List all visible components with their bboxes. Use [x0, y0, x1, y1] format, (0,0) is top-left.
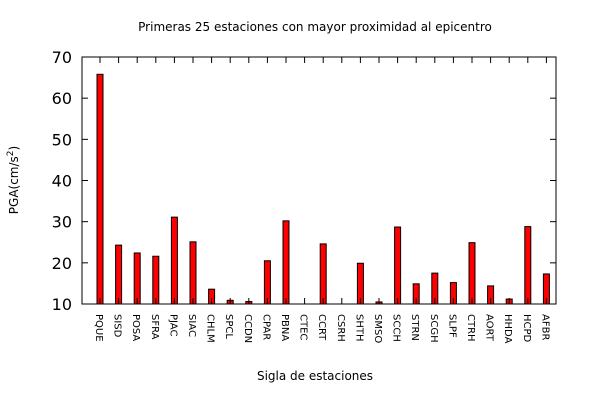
- bars: [96, 73, 550, 305]
- x-tick-label-posa: POSA: [130, 314, 141, 341]
- y-tick-label: 20: [52, 254, 72, 273]
- y-tick-label: 70: [52, 48, 72, 67]
- x-tick-label-aort: AORT: [484, 314, 495, 342]
- x-tick-label-scgh: SCGH: [428, 314, 439, 343]
- bar-hcpd: [524, 226, 532, 305]
- x-axis: PQUE SISD POSA SFRA PJAC SIAC CHLM SPCL CCDN CPAR…: [93, 57, 550, 344]
- x-tick-label-ctrh: CTRH: [465, 314, 476, 342]
- x-tick-label-cpar: CPAR: [260, 314, 271, 340]
- y-tick-label: 60: [52, 89, 72, 108]
- y-tick-label: 10: [52, 295, 72, 314]
- bar-scch: [394, 226, 402, 305]
- bar-siac: [189, 241, 197, 305]
- x-tick-label-pjac: PJAC: [167, 314, 178, 336]
- x-axis-label: Sigla de estaciones: [257, 369, 373, 383]
- chart-title: Primeras 25 estaciones con mayor proximi…: [138, 20, 492, 34]
- y-tick-label: 30: [52, 213, 72, 232]
- bar-pbna: [282, 220, 290, 305]
- bar-ccrt: [319, 243, 327, 305]
- x-tick-label-afbr: AFBR: [539, 314, 550, 340]
- y-axis: 10 20 30 40 50 60 70: [52, 48, 556, 314]
- bar-pjac: [170, 216, 178, 305]
- x-tick-label-scch: SCCH: [391, 314, 402, 342]
- x-tick-label-ccrt: CCRT: [316, 314, 327, 341]
- bar-pque: [96, 73, 104, 305]
- x-tick-label-pbna: PBNA: [279, 314, 290, 341]
- x-tick-label-pque: PQUE: [93, 314, 104, 342]
- bar-ctrh: [468, 242, 476, 305]
- x-tick-label-hcpd: HCPD: [521, 314, 532, 343]
- x-tick-label-sisd: SISD: [112, 314, 123, 338]
- x-tick-label-smso: SMSO: [372, 314, 383, 343]
- x-tick-label-ccdn: CCDN: [242, 314, 253, 343]
- y-axis-label-superscript: 2: [6, 150, 16, 156]
- x-tick-label-siac: SIAC: [186, 314, 197, 337]
- y-axis-label-main: PGA(cm/s: [7, 156, 21, 214]
- x-tick-label-ctec: CTEC: [298, 314, 309, 340]
- x-tick-label-csrh: CSRH: [335, 314, 346, 342]
- y-tick-label: 40: [52, 172, 72, 191]
- y-axis-label-close: ): [7, 146, 21, 151]
- x-tick-label-slpf: SLPF: [446, 314, 457, 338]
- bar-sisd: [115, 244, 123, 305]
- x-tick-label-shth: SHTH: [353, 314, 364, 342]
- x-tick-label-chlm: CHLM: [205, 314, 216, 343]
- bar-cpar: [263, 260, 271, 305]
- bar-shth: [356, 262, 364, 305]
- bar-sfra: [152, 255, 160, 305]
- x-tick-label-spcl: SPCL: [223, 314, 234, 339]
- y-axis-label: PGA(cm/s2): [6, 146, 21, 214]
- x-tick-label-strn: STRN: [409, 314, 420, 341]
- bar-posa: [133, 252, 141, 305]
- x-tick-label-sfra: SFRA: [149, 314, 160, 340]
- y-tick-label: 50: [52, 130, 72, 149]
- x-tick-label-hhda: HHDA: [502, 314, 513, 344]
